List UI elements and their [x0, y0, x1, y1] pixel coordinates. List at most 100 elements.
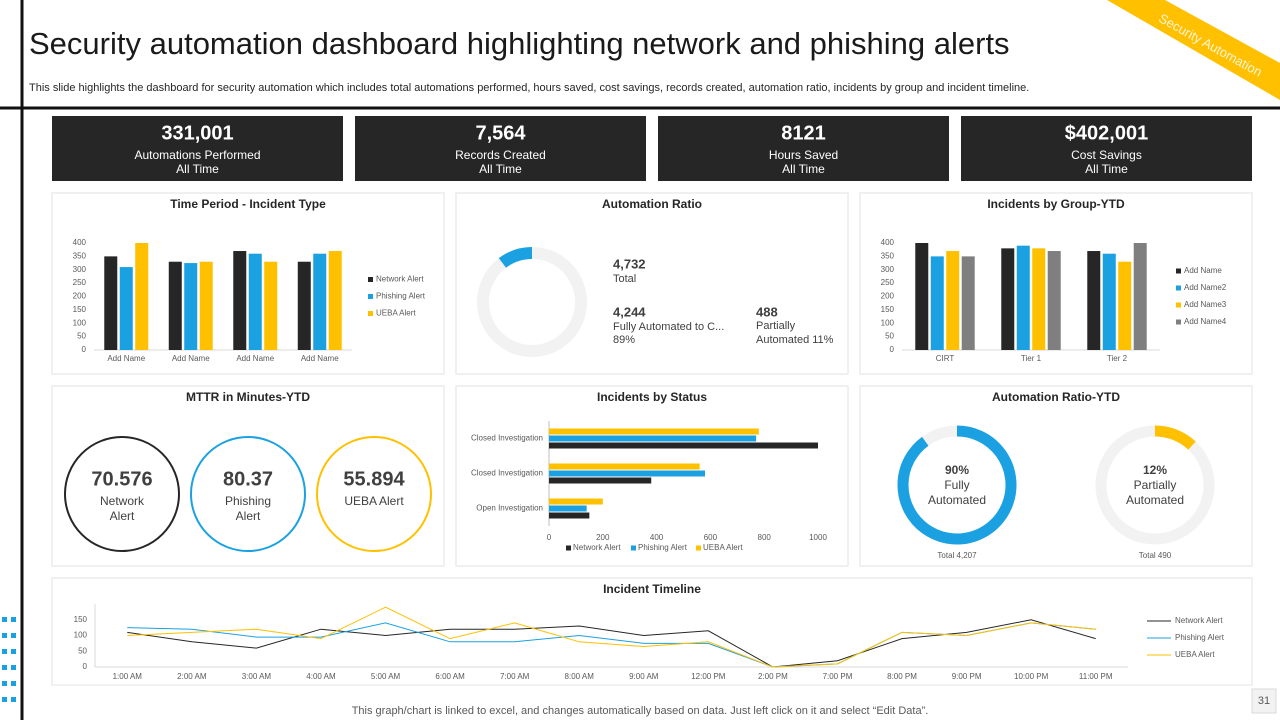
y-tick-label: 350 [881, 251, 895, 260]
decor-dot [2, 649, 7, 654]
bar [1047, 251, 1061, 350]
x-tick-label: 7:00 PM [823, 672, 853, 681]
y-tick-label: 250 [881, 278, 895, 287]
bar [915, 243, 929, 350]
bar [233, 251, 247, 350]
bar [961, 256, 975, 350]
y-tick-label: 100 [73, 318, 87, 327]
x-tick-label: 7:00 AM [500, 672, 530, 681]
legend-label: Phishing Alert [1175, 633, 1225, 642]
bar [549, 470, 706, 477]
gauge-label: Partially Automated [1125, 478, 1185, 507]
x-tick-label: Tier 2 [1107, 354, 1128, 363]
y-tick-label: 0 [82, 345, 87, 354]
decor-dot [11, 681, 16, 686]
bar [313, 253, 327, 350]
category-label: Partially Automated 11% [756, 320, 834, 346]
x-tick-label: 10:00 PM [1014, 672, 1049, 681]
legend-label: Network Alert [573, 543, 621, 552]
legend-swatch [696, 545, 701, 551]
x-tick-label: 0 [547, 533, 552, 542]
y-tick-label: Closed Investigation [471, 469, 543, 478]
x-tick-label: 12:00 PM [691, 672, 726, 681]
decor-dot [2, 633, 7, 638]
decor-dot [11, 665, 16, 670]
kpi-label: Cost Savings [1071, 148, 1142, 162]
kpi-period: All Time [479, 162, 522, 176]
y-tick-label: 150 [881, 305, 895, 314]
bar [1001, 248, 1015, 350]
legend-label: Phishing Alert [638, 543, 688, 552]
decor-dot [11, 617, 16, 622]
bar [549, 463, 700, 470]
panel-title: Automation Ratio [602, 197, 702, 211]
bar [184, 263, 198, 350]
total-caption: Total [613, 273, 636, 285]
x-tick-label: Add Name [172, 354, 210, 363]
panel [51, 385, 445, 567]
legend-label: Add Name4 [1184, 317, 1227, 326]
bar [135, 243, 149, 350]
metric-label: UEBA Alert [344, 494, 404, 508]
x-tick-label: CIRT [936, 354, 955, 363]
panel-title: Incidents by Group-YTD [987, 197, 1125, 211]
legend-label: Add Name3 [1184, 300, 1227, 309]
value-label: 488 [756, 304, 778, 319]
bar [297, 261, 311, 350]
corner-ribbon [1107, 0, 1280, 100]
gauge-value: 12% [1143, 463, 1167, 477]
x-tick-label: Add Name [107, 354, 145, 363]
legend-swatch [566, 545, 571, 551]
y-tick-label: 50 [78, 646, 87, 655]
value-label: 4,244 [613, 304, 646, 319]
metric-ring [64, 436, 180, 552]
bar [1016, 245, 1030, 350]
panel-title: Incidents by Status [597, 390, 707, 404]
bar [930, 256, 944, 350]
decor-dot [11, 649, 16, 654]
panel-title: Incident Timeline [603, 582, 701, 596]
bar [1032, 248, 1046, 350]
metric-value: 70.576 [91, 468, 152, 490]
panel [51, 192, 445, 375]
kpi-card [658, 116, 949, 181]
x-tick-label: 8:00 AM [565, 672, 595, 681]
bar [248, 253, 262, 350]
x-tick-label: 4:00 AM [306, 672, 336, 681]
legend-swatch [368, 311, 373, 316]
footer-note: This graph/chart is linked to excel, and… [352, 705, 929, 717]
x-tick-label: 2:00 PM [758, 672, 788, 681]
gauge-label-box: Fully Automated [927, 478, 987, 507]
bar [168, 261, 182, 350]
y-tick-label: Closed Investigation [471, 434, 543, 443]
metric-label: Network Alert [99, 494, 144, 523]
kpi-period: All Time [176, 162, 219, 176]
bar [328, 251, 342, 350]
metric-value: 55.894 [343, 468, 405, 490]
bar [199, 261, 213, 350]
page-title: Security automation dashboard highlighti… [29, 26, 1010, 61]
bar [264, 261, 278, 350]
gauge-label: Fully Automated [927, 478, 987, 507]
gauge-label-box: Partially Automated [1125, 478, 1185, 507]
panel-title: Automation Ratio-YTD [992, 390, 1120, 404]
metric-label-box: UEBA Alert [344, 494, 404, 508]
bar [549, 512, 590, 519]
panel-title: MTTR in Minutes-YTD [186, 390, 310, 404]
x-tick-label: 5:00 AM [371, 672, 401, 681]
legend-label: Network Alert [376, 275, 424, 284]
y-tick-label: 400 [881, 238, 895, 247]
x-tick-label: Add Name [301, 354, 339, 363]
bar [1087, 251, 1101, 350]
legend-swatch [1176, 319, 1181, 325]
gauge-value: 90% [945, 463, 969, 477]
decor-dot [11, 633, 16, 638]
bar [1133, 243, 1147, 350]
y-tick-label: 150 [74, 615, 88, 624]
gauge-total: Total 4,207 [937, 551, 977, 560]
x-tick-label: 3:00 AM [242, 672, 272, 681]
x-tick-label: 400 [650, 533, 664, 542]
metric-label-box: Network Alert [99, 494, 144, 523]
x-tick-label: 11:00 PM [1079, 672, 1113, 681]
x-tick-label: 1000 [809, 533, 827, 542]
